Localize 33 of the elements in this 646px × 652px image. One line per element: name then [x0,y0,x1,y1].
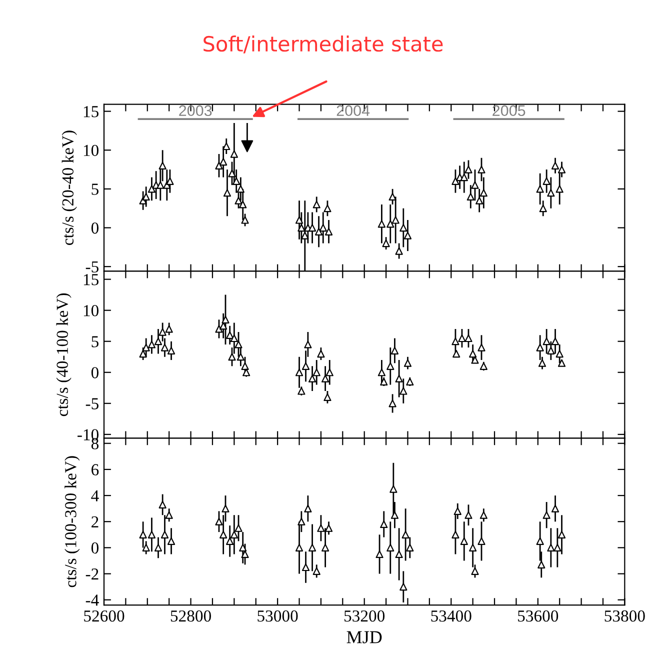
y-tick-label: 0 [91,222,99,234]
y-tick-label: 10 [84,144,99,156]
y-tick-label: -10 [78,429,99,440]
y-tick-label: 0 [91,542,99,554]
y-tick-label: 5 [92,184,98,195]
y-tick-label: 10 [84,305,99,316]
y-tick-label: 5 [92,336,98,348]
series-label: 2003 [179,105,212,116]
y-tick-label: -5 [86,261,98,273]
x-axis-title: MJD [346,631,382,644]
y-axis-title: cts/s (40-100 keV) [56,293,72,416]
y-axis-title: cts/s (100-300 keV) [64,456,80,588]
y-tick-label: 0 [91,367,99,378]
y-tick-label: -5 [86,398,98,410]
x-tick-label: 53200 [344,610,385,622]
y-tick-label: -4 [86,594,99,606]
y-tick-label: -2 [86,568,98,580]
x-tick-label: 53000 [258,610,298,622]
x-tick-label: 52800 [170,610,211,622]
y-tick-label: 8 [91,438,99,450]
y-tick-label: 2 [92,516,98,528]
x-tick-label: 53600 [518,610,558,622]
y-tick-label: 15 [84,274,98,286]
x-tick-label: 52600 [84,610,124,622]
x-tick-label: 53800 [604,610,645,622]
x-tick-label: 53400 [431,610,472,622]
series-label: 2004 [336,105,370,116]
text: Soft/intermediate state [204,36,443,54]
y-tick-label: 4 [91,490,99,502]
y-axis-title: cts/s (20-40 keV) [62,130,77,245]
y-tick-label: 15 [84,106,98,118]
y-tick-label: 6 [92,464,99,476]
series-label: 2005 [492,105,526,116]
